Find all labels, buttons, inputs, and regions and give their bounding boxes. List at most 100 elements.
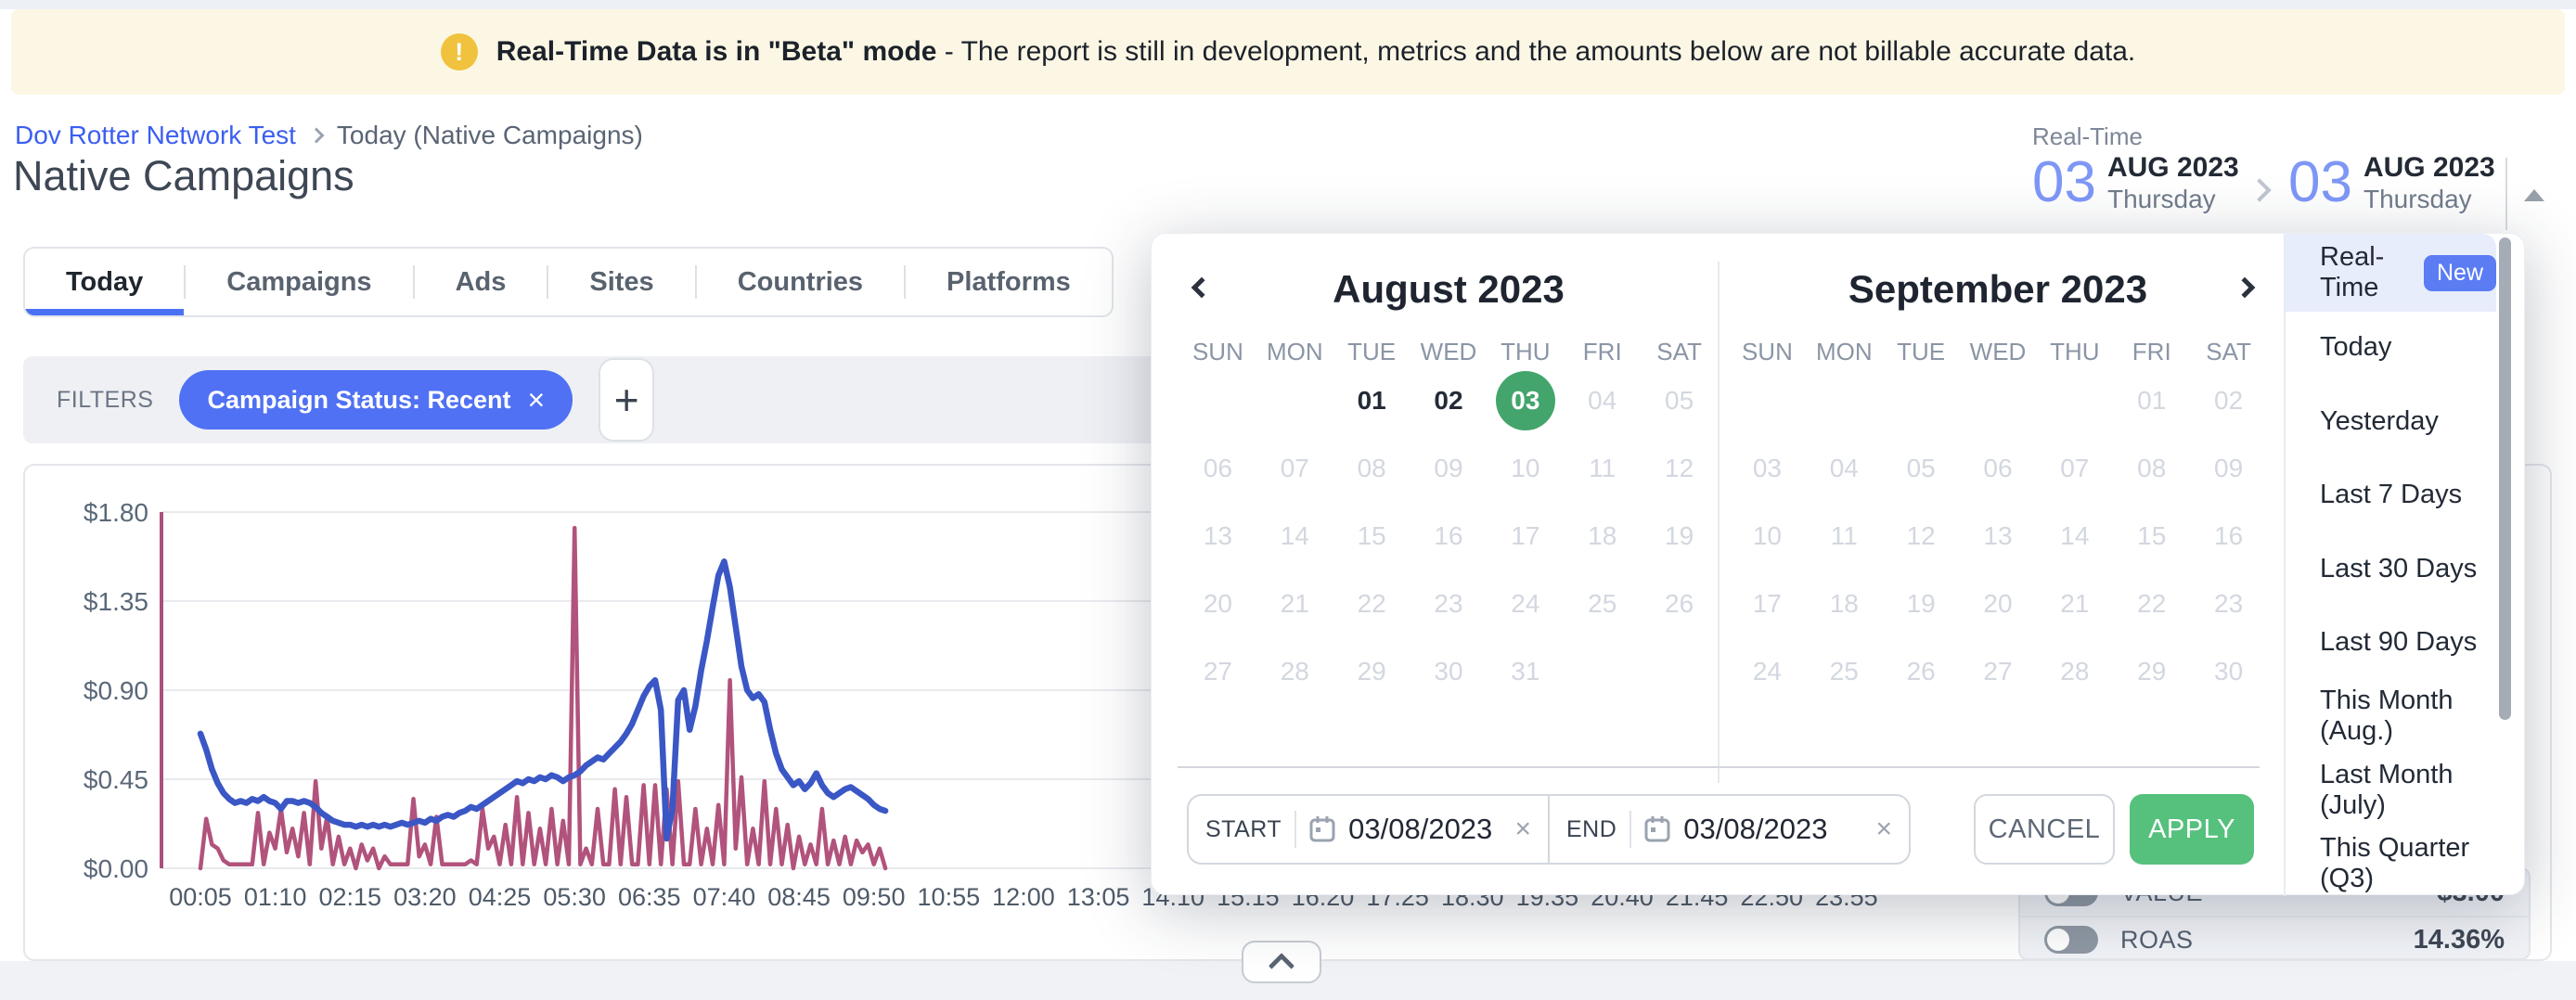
- date-range-start[interactable]: 03 AUG 2023 Thursday: [2032, 152, 2239, 214]
- tab-countries[interactable]: Countries: [737, 266, 864, 297]
- day-cell-13[interactable]: 13: [1203, 520, 1232, 550]
- tab-today[interactable]: Today: [25, 249, 185, 315]
- start-date-value[interactable]: 03/08/2023: [1348, 813, 1493, 845]
- day-cell-15[interactable]: 15: [1357, 520, 1386, 550]
- day-cell-28[interactable]: 28: [1280, 656, 1309, 686]
- remove-filter-icon[interactable]: ×: [527, 383, 546, 417]
- preset-yesterday[interactable]: Yesterday: [2285, 384, 2496, 458]
- day-cell-10[interactable]: 10: [1511, 453, 1540, 482]
- day-cell-07[interactable]: 07: [2060, 453, 2090, 482]
- tab-platforms[interactable]: Platforms: [947, 266, 1071, 297]
- day-cell-21[interactable]: 21: [2060, 588, 2090, 618]
- day-cell-06[interactable]: 06: [1203, 453, 1232, 482]
- day-cell-14[interactable]: 14: [2060, 520, 2090, 550]
- page-title: Native Campaigns: [13, 152, 354, 199]
- day-cell-07[interactable]: 07: [1280, 453, 1309, 482]
- day-cell-04[interactable]: 04: [1588, 385, 1617, 415]
- day-cell-26[interactable]: 26: [1906, 656, 1936, 686]
- start-date-field[interactable]: START 03/08/2023 ×: [1189, 796, 1548, 863]
- preset-last-30-days[interactable]: Last 30 Days: [2285, 532, 2496, 606]
- date-picker-collapse-caret-icon[interactable]: [2524, 189, 2544, 201]
- preset-real-time[interactable]: Real-Time New: [2285, 234, 2496, 312]
- day-cell-17[interactable]: 17: [1752, 588, 1782, 618]
- collapse-chart-button[interactable]: [1242, 941, 1321, 983]
- preset-this-quarter-q3[interactable]: This Quarter (Q3): [2285, 827, 2496, 901]
- day-cell-05[interactable]: 05: [1906, 453, 1936, 482]
- day-cell-16[interactable]: 16: [2214, 520, 2244, 550]
- day-cell-27[interactable]: 27: [1983, 656, 2013, 686]
- day-cell-25[interactable]: 25: [1829, 656, 1859, 686]
- date-range-end[interactable]: 03 AUG 2023 Thursday: [2288, 152, 2495, 214]
- day-cell-19[interactable]: 19: [1665, 520, 1694, 550]
- preset-last-7-days[interactable]: Last 7 Days: [2285, 458, 2496, 532]
- day-cell-10[interactable]: 10: [1752, 520, 1782, 550]
- clear-end-date-icon[interactable]: ×: [1875, 814, 1892, 844]
- day-cell-12[interactable]: 12: [1906, 520, 1936, 550]
- day-cell-19[interactable]: 19: [1906, 588, 1936, 618]
- add-filter-button[interactable]: +: [599, 358, 655, 442]
- day-cell-01[interactable]: 01: [1357, 385, 1386, 415]
- day-cell-03[interactable]: 03: [1487, 370, 1564, 430]
- day-cell-05[interactable]: 05: [1665, 385, 1694, 415]
- day-cell-29[interactable]: 29: [2137, 656, 2167, 686]
- day-cell-21[interactable]: 21: [1280, 588, 1309, 618]
- day-cell-08[interactable]: 08: [2137, 453, 2167, 482]
- day-cell-09[interactable]: 09: [1434, 453, 1463, 482]
- day-cell-11[interactable]: 11: [1830, 520, 1858, 550]
- apply-button[interactable]: APPLY: [2130, 794, 2254, 865]
- day-cell-22[interactable]: 22: [1357, 588, 1386, 618]
- prev-month-icon[interactable]: [1191, 276, 1213, 299]
- end-date-value[interactable]: 03/08/2023: [1683, 813, 1828, 845]
- day-cell-31[interactable]: 31: [1511, 656, 1540, 686]
- preset-today[interactable]: Today: [2285, 311, 2496, 385]
- day-cell-03[interactable]: 03: [1752, 453, 1782, 482]
- day-of-week-header: WED: [1420, 338, 1477, 365]
- day-cell-24[interactable]: 24: [1511, 588, 1540, 618]
- day-cell-11[interactable]: 11: [1589, 453, 1616, 482]
- next-month-icon[interactable]: [2234, 276, 2256, 299]
- tab-ads[interactable]: Ads: [455, 266, 507, 297]
- day-cell-29[interactable]: 29: [1357, 656, 1386, 686]
- day-cell-06[interactable]: 06: [1983, 453, 2013, 482]
- tab-sites[interactable]: Sites: [589, 266, 654, 297]
- day-cell-09[interactable]: 09: [2214, 453, 2244, 482]
- filter-chip[interactable]: Campaign Status: Recent ×: [179, 370, 573, 429]
- day-cell-20[interactable]: 20: [1203, 588, 1232, 618]
- x-axis-label: 12:00: [992, 883, 1055, 911]
- clear-start-date-icon[interactable]: ×: [1514, 814, 1531, 844]
- day-cell-04[interactable]: 04: [1829, 453, 1859, 482]
- day-cell-08[interactable]: 08: [1357, 453, 1386, 482]
- roas-toggle[interactable]: [2044, 926, 2098, 954]
- day-cell-18[interactable]: 18: [1829, 588, 1859, 618]
- day-cell-23[interactable]: 23: [2214, 588, 2244, 618]
- day-cell-16[interactable]: 16: [1434, 520, 1463, 550]
- day-cell-18[interactable]: 18: [1588, 520, 1617, 550]
- tab-campaigns[interactable]: Campaigns: [226, 266, 372, 297]
- presets-scrollbar[interactable]: [2499, 237, 2511, 720]
- day-cell-28[interactable]: 28: [2060, 656, 2090, 686]
- end-date-field[interactable]: END 03/08/2023 ×: [1548, 796, 1909, 863]
- day-cell-26[interactable]: 26: [1665, 588, 1694, 618]
- day-cell-02[interactable]: 02: [2214, 385, 2244, 415]
- day-cell-24[interactable]: 24: [1752, 656, 1782, 686]
- breadcrumb-network-link[interactable]: Dov Rotter Network Test: [15, 121, 296, 149]
- day-cell-14[interactable]: 14: [1280, 520, 1309, 550]
- day-cell-25[interactable]: 25: [1588, 588, 1617, 618]
- day-cell-12[interactable]: 12: [1665, 453, 1694, 482]
- day-cell-15[interactable]: 15: [2137, 520, 2167, 550]
- preset-last-90-days[interactable]: Last 90 Days: [2285, 606, 2496, 680]
- day-cell-17[interactable]: 17: [1511, 520, 1540, 550]
- tab-separator: [412, 265, 415, 299]
- day-cell-30[interactable]: 30: [2214, 656, 2244, 686]
- cancel-button[interactable]: CANCEL: [1974, 794, 2115, 865]
- day-cell-22[interactable]: 22: [2137, 588, 2167, 618]
- day-cell-30[interactable]: 30: [1434, 656, 1463, 686]
- preset-this-month-aug[interactable]: This Month (Aug.): [2285, 679, 2496, 753]
- day-cell-02[interactable]: 02: [1434, 385, 1463, 415]
- day-cell-23[interactable]: 23: [1434, 588, 1463, 618]
- day-cell-27[interactable]: 27: [1203, 656, 1232, 686]
- preset-last-month-july[interactable]: Last Month (July): [2285, 753, 2496, 827]
- day-cell-01[interactable]: 01: [2137, 385, 2167, 415]
- day-cell-20[interactable]: 20: [1983, 588, 2013, 618]
- day-cell-13[interactable]: 13: [1983, 520, 2013, 550]
